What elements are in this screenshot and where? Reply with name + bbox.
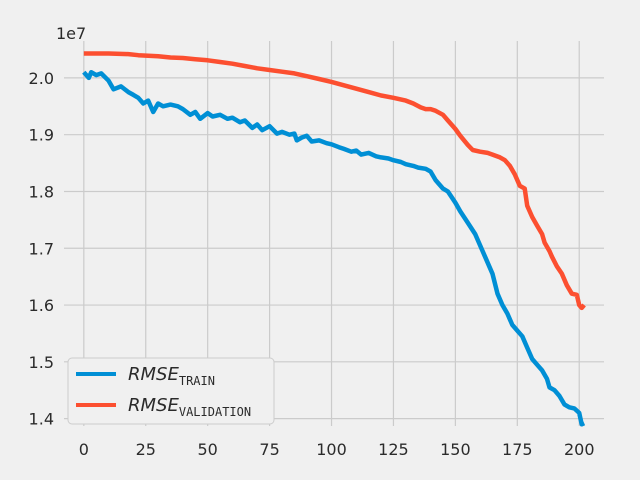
- x-tick-label: 50: [197, 440, 217, 459]
- legend-label-train-sub: TRAIN: [179, 374, 215, 388]
- legend-label-train-main: RMSE: [128, 364, 179, 385]
- x-tick-label: 0: [79, 440, 89, 459]
- x-tick-label: 200: [564, 440, 595, 459]
- x-tick-label: 150: [440, 440, 471, 459]
- legend-box: [67, 357, 275, 425]
- y-tick-label: 1.4: [29, 410, 54, 429]
- y-axis-ticks: 1.4 1.5 1.6 1.7 1.8 1.9 2.0: [29, 69, 54, 429]
- y-tick-label: 1.6: [29, 296, 54, 315]
- legend-label-validation-main: RMSE: [128, 395, 179, 416]
- y-offset-label: 1e7: [56, 24, 86, 43]
- x-tick-label: 100: [316, 440, 347, 459]
- y-tick-label: 2.0: [29, 69, 54, 88]
- x-axis-ticks: 0 25 50 75 100 125 150 175 200: [79, 440, 595, 459]
- y-tick-label: 1.7: [29, 239, 54, 258]
- legend-label-validation: RMSEVALIDATION: [128, 395, 251, 419]
- legend-label-train: RMSETRAIN: [128, 364, 215, 388]
- y-tick-label: 1.5: [29, 353, 54, 372]
- y-tick-label: 1.9: [29, 126, 54, 145]
- legend: RMSETRAIN RMSEVALIDATION: [67, 357, 275, 425]
- series-line-validation: [83, 51, 586, 311]
- x-tick-label: 25: [136, 440, 156, 459]
- legend-label-validation-sub: VALIDATION: [179, 405, 251, 419]
- series-line-train: [82, 69, 586, 427]
- x-tick-label: 75: [259, 440, 279, 459]
- series-lines: [82, 51, 586, 427]
- x-tick-label: 125: [378, 440, 409, 459]
- y-tick-label: 1.8: [29, 182, 54, 201]
- x-tick-label: 175: [502, 440, 533, 459]
